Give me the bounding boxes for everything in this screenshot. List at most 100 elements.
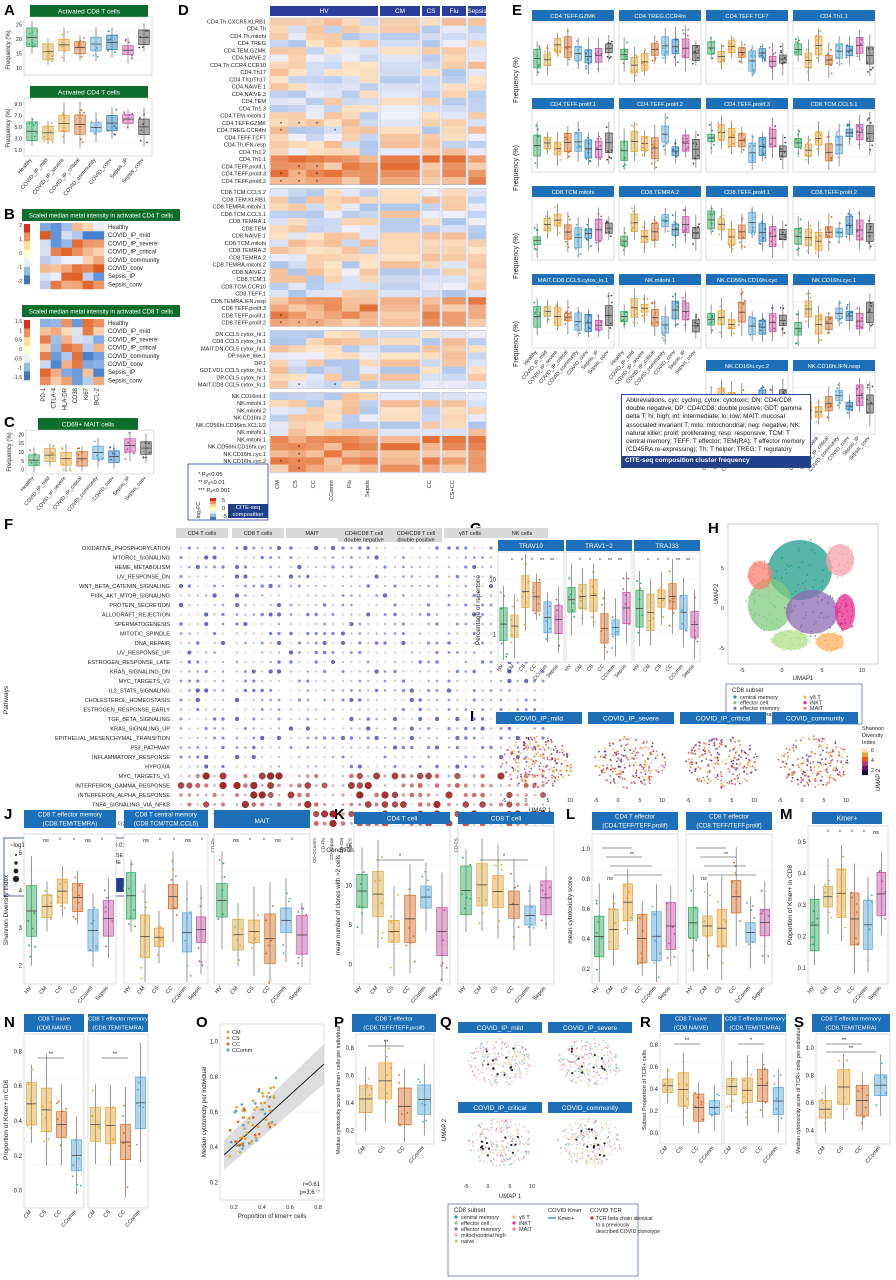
panel-f-dot: [235, 670, 239, 673]
panel-e-point: [860, 127, 863, 129]
panel-d-row-label: CD4.NAIVE.1: [232, 85, 266, 91]
panel-e-point: [827, 331, 830, 334]
panel-f-dot: [473, 546, 476, 550]
panel-d-heat-cell: [359, 112, 378, 120]
panel-i-cell: [613, 751, 616, 754]
panel-h-cell: [806, 574, 809, 576]
panel-b-bottom-heat-cell: [61, 343, 73, 353]
panel-g-point: [500, 607, 503, 610]
panel-h-cell: [785, 572, 788, 575]
panel-f-dot: [367, 708, 370, 711]
panel-f-dot: [375, 717, 378, 721]
panel-d-heat-cell: [306, 428, 325, 437]
panel-e-point: [782, 307, 785, 310]
panel-f-dot: [213, 651, 216, 654]
panel-d-heat-cell: [306, 254, 325, 262]
panel-h-cell: [755, 612, 757, 615]
panel-f-dot: [277, 651, 281, 654]
panel-f-dot: [358, 689, 362, 692]
panel-f-dot: [481, 670, 484, 673]
panel-g-point: [589, 593, 592, 596]
panel-g-point: [639, 582, 642, 585]
panel-f-dot: [222, 632, 224, 635]
panel-i-cell: [547, 746, 550, 749]
panel-f-dot: [315, 708, 318, 711]
panel-e-point: [533, 247, 536, 250]
panel-f-dot: [455, 735, 460, 741]
panel-g-point: [538, 578, 541, 581]
panel-e-point: [683, 54, 686, 57]
panel-f-dot: [393, 565, 397, 569]
panel-b-bottom-heat-cell: [82, 368, 94, 377]
panel-f-pathway-label: TNFA_SIGNALING_VIA_NFKB: [92, 803, 170, 809]
panel-d-heat-cell: [341, 338, 360, 346]
panel-f-dot: [261, 622, 264, 626]
panel-e-title-text: CD4.TREG.CCR4hi: [634, 14, 685, 20]
panel-e-point: [732, 244, 735, 247]
panel-e-point: [634, 153, 636, 156]
panel-f-dot: [350, 613, 353, 616]
panel-f-dot: [366, 584, 370, 588]
panel-e-point: [697, 49, 700, 52]
panel-f-dot: [356, 772, 363, 780]
panel-f-dot: [188, 565, 191, 569]
panel-f-group-label: MAIT: [305, 531, 319, 537]
panel-d-row-label: CD4.TEM: [241, 99, 266, 105]
panel-e-point: [850, 48, 853, 51]
panel-h-cell: [839, 622, 842, 625]
panel-d-row-label: NK.CD16int.1: [232, 394, 266, 400]
panel-f-dot: [402, 594, 405, 597]
panel-e-point: [587, 49, 590, 52]
panel-f-dot: [374, 574, 379, 579]
panel-h-cell: [840, 602, 843, 605]
panel-e-point: [804, 320, 807, 323]
panel-e-point: [656, 159, 659, 162]
panel-f-dot: [367, 632, 370, 635]
panel-f-dot: [196, 622, 199, 626]
panel-d-heat-cell: [468, 261, 486, 269]
panel-a-top-point: [33, 43, 36, 46]
panel-f-dot: [456, 642, 459, 644]
panel-f-dot: [323, 669, 327, 674]
panel-d-sig-star: *: [280, 314, 283, 320]
panel-d-heat-cell: [306, 232, 325, 240]
panel-d-heat-cell: [306, 76, 325, 84]
panel-i-cell: [552, 784, 554, 787]
panel-e-point: [599, 137, 602, 140]
panel-f-dot: [489, 565, 493, 569]
panel-f-dot: [383, 632, 387, 635]
panel-d-legend-axis: log₂FC: [196, 502, 202, 519]
panel-f-dot: [481, 680, 484, 682]
panel-f-dot: [269, 803, 272, 806]
panel-label-l: L: [566, 806, 576, 823]
panel-i-cell: [660, 759, 663, 761]
panel-i-cell: [517, 758, 520, 761]
panel-f-dot: [235, 689, 239, 692]
panel-g-point: [680, 594, 682, 597]
panel-d-heat-cell: [380, 203, 420, 212]
panel-f-dot: [261, 632, 264, 635]
panel-f-dot: [180, 613, 182, 616]
panel-f-dot: [481, 708, 485, 711]
panel-i-cell: [530, 758, 533, 761]
panel-e-point: [623, 48, 626, 51]
panel-f-dot: [508, 756, 511, 758]
panel-h-cell: [803, 633, 806, 636]
panel-h-cell: [801, 631, 803, 633]
panel-f-dot: [179, 755, 183, 759]
panel-f-dot: [243, 726, 247, 731]
panel-e-point: [819, 134, 822, 136]
panel-d-heat-cell: [422, 141, 440, 149]
panel-e-point: [759, 45, 762, 48]
panel-d-heat-cell: [359, 225, 378, 233]
panel-h-cell: [813, 552, 816, 555]
panel-h-cell: [805, 580, 807, 583]
panel-f-dot: [367, 689, 370, 692]
panel-e-point: [850, 213, 852, 216]
panel-e-point: [847, 408, 850, 411]
panel-d-heat-cell: [270, 47, 289, 55]
panel-h-cell: [836, 634, 838, 636]
panel-e-point: [682, 297, 684, 299]
panel-d-heat-cell: [306, 68, 325, 77]
panel-h-cell: [791, 593, 793, 596]
